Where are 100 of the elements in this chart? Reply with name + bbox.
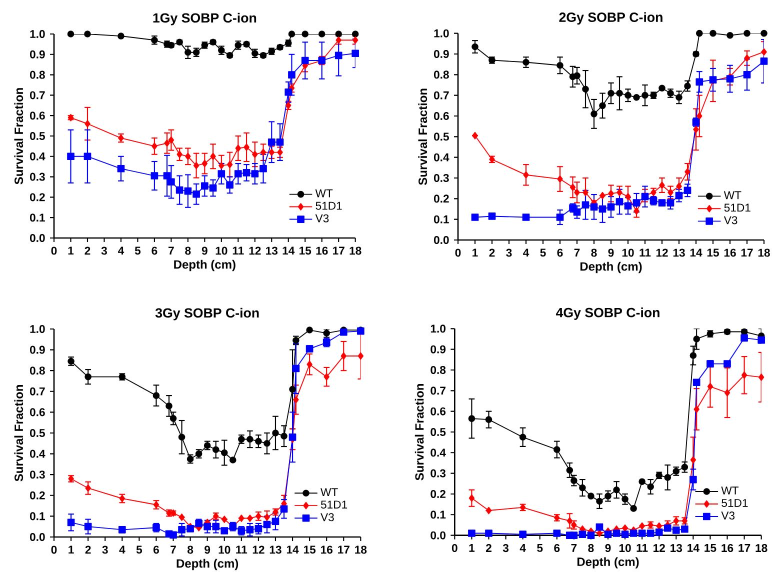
x-tick-label: 8	[185, 246, 191, 255]
x-tick-label: 1	[68, 546, 74, 554]
x-tick-label: 6	[152, 246, 158, 255]
x-tick-label: 12	[249, 246, 261, 255]
x-tick-label: 7	[168, 246, 174, 254]
x-tick-label: 4	[520, 544, 526, 552]
y-tick-label: 0.0	[430, 531, 446, 540]
x-axis-title: Depth (cm)	[174, 260, 236, 272]
x-tick-label: 18	[355, 546, 367, 554]
y-tick-label: 0.1	[30, 214, 45, 222]
y-tick-label: 0.6	[434, 112, 449, 120]
y-axis-title: Survival Fraction	[14, 88, 24, 184]
x-tick-label: 17	[338, 546, 350, 554]
y-tick-label: 0.6	[430, 407, 446, 416]
chart-title: 2Gy SOBP C-ion	[559, 12, 662, 25]
x-tick-label: 9	[605, 544, 611, 552]
x-tick-label: 18	[350, 246, 362, 255]
y-tick-label: 0.4	[430, 448, 446, 457]
x-tick-label: 14	[282, 246, 295, 254]
x-tick-label: 17	[741, 248, 753, 256]
y-tick-label: 0.0	[434, 236, 449, 244]
x-tick-label: 7	[574, 248, 580, 256]
x-tick-label: 9	[608, 248, 614, 257]
x-tick-label: 4	[119, 546, 126, 554]
x-tick-label: 0	[452, 544, 458, 552]
x-tick-label: 4	[523, 248, 530, 256]
y-tick-label: 0.8	[30, 70, 45, 79]
y-tick-label: 0.0	[30, 234, 45, 242]
x-tick-label: 2	[85, 546, 91, 554]
y-tick-label: 0.2	[434, 194, 449, 203]
x-axis-title: Depth (cm)	[577, 557, 639, 568]
chart-title: 4Gy SOBP C-ion	[556, 308, 660, 320]
x-tick-label: 14	[286, 546, 299, 554]
x-tick-label: 16	[316, 246, 328, 255]
y-tick-label: 0.7	[434, 91, 449, 100]
x-tick-label: 7	[170, 546, 176, 554]
x-tick-label: 12	[654, 544, 665, 552]
y-tick-label: 1.0	[30, 324, 45, 333]
y-tick-label: 0.4	[30, 152, 46, 160]
x-tick-label: 5	[136, 546, 142, 554]
x-tick-label: 17	[738, 544, 750, 552]
chart-title: 3Gy SOBP C-ion	[155, 308, 259, 320]
x-tick-label: 12	[252, 546, 264, 554]
y-axis-title: Survival Fraction	[418, 88, 428, 185]
x-tick-label: 11	[236, 546, 248, 554]
y-tick-label: 0.7	[30, 91, 45, 100]
y-tick-label: 0.8	[30, 366, 45, 375]
y-tick-label: 0.5	[30, 132, 45, 140]
y-tick-label: 0.2	[30, 193, 45, 202]
x-tick-label: 6	[554, 544, 560, 552]
y-tick-label: 0.1	[434, 215, 449, 224]
y-tick-label: 0.0	[30, 532, 45, 541]
y-tick-label: 0.8	[434, 70, 449, 79]
x-tick-label: 2	[486, 544, 492, 552]
y-tick-label: 0.2	[30, 491, 45, 500]
x-tick-label: 10	[622, 248, 634, 257]
y-tick-label: 0.3	[434, 174, 449, 182]
x-tick-label: 0	[455, 248, 461, 257]
x-tick-label: 11	[232, 246, 244, 254]
x-axis-title: Depth (cm)	[176, 558, 238, 570]
x-tick-label: 5	[134, 246, 141, 255]
x-axis-title: Depth (cm)	[580, 262, 642, 274]
y-tick-label: 0.4	[434, 153, 450, 162]
x-tick-label: 5	[540, 248, 546, 257]
x-tick-label: 13	[270, 546, 282, 554]
x-tick-label: 6	[153, 546, 159, 554]
legend-label: WT	[315, 189, 333, 198]
y-tick-label: 0.3	[430, 469, 446, 478]
y-tick-label: 0.5	[430, 428, 446, 436]
x-tick-label: 11	[636, 544, 648, 552]
x-tick-label: 6	[557, 248, 563, 257]
x-tick-label: 10	[218, 546, 230, 554]
x-tick-label: 0	[51, 246, 57, 255]
y-tick-label: 0.3	[30, 172, 45, 181]
x-tick-label: 2	[84, 246, 90, 255]
legend-label: 51D1	[316, 202, 342, 210]
x-tick-label: 13	[670, 544, 682, 552]
x-tick-label: 8	[588, 544, 594, 552]
legend-label: V3	[724, 216, 738, 224]
legend-label: WT	[320, 488, 338, 496]
x-tick-label: 14	[688, 544, 700, 552]
x-tick-label: 16	[321, 546, 332, 554]
x-tick-label: 13	[266, 246, 278, 255]
legend-label: 51D1	[320, 500, 348, 509]
y-axis-title: Survival Fraction	[14, 385, 24, 482]
y-tick-label: 0.6	[30, 112, 45, 120]
chart-title: 1Gy SOBP C-ion	[153, 12, 256, 26]
x-tick-label: 3	[102, 546, 108, 554]
y-tick-label: 1.0	[434, 29, 449, 38]
x-tick-label: 18	[758, 248, 770, 257]
x-tick-label: 15	[704, 544, 716, 552]
legend-label: 51D1	[724, 204, 750, 212]
legend-label: V3	[315, 214, 329, 222]
x-tick-label: 1	[68, 246, 74, 254]
y-tick-label: 0.1	[430, 510, 446, 519]
y-tick-label: 0.4	[30, 450, 46, 458]
x-tick-label: 17	[333, 246, 344, 254]
x-tick-label: 5	[537, 544, 543, 552]
x-tick-label: 1	[469, 544, 475, 552]
y-tick-label: 0.7	[430, 386, 446, 395]
